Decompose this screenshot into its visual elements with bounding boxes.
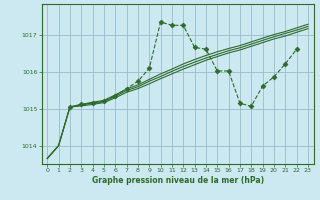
X-axis label: Graphe pression niveau de la mer (hPa): Graphe pression niveau de la mer (hPa) <box>92 176 264 185</box>
